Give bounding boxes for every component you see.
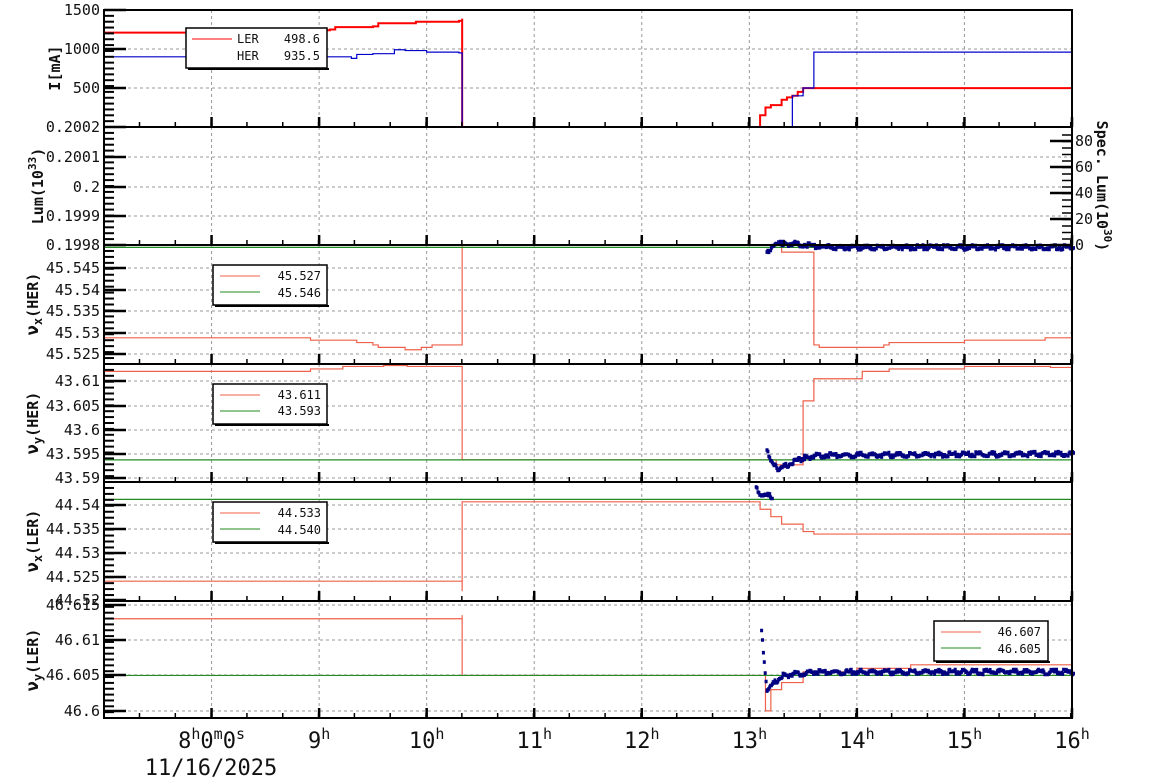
svg-text:11h: 11h [516,725,552,754]
data-series [104,18,1075,712]
svg-text:12h: 12h [624,725,660,754]
svg-text:46.615: 46.615 [46,596,100,614]
svg-text:44.52: 44.52 [55,591,100,609]
panel-nuy-her-ylabel: νy(HER) [23,392,45,455]
legend-her-value: 935.5 [284,49,320,63]
legend-nuy-ler-target: 46.605 [998,642,1041,656]
svg-text:16h: 16h [1054,725,1090,754]
svg-text:43.605: 43.605 [46,397,100,415]
svg-text:43.6: 43.6 [64,421,100,439]
svg-text:44.525: 44.525 [46,568,100,586]
svg-text:14h: 14h [839,725,875,754]
panel-current-ylabel: I[mA] [46,45,64,90]
legend-ler-value: 498.6 [284,32,320,46]
legend-nux-her-set: 45.527 [278,269,321,283]
svg-text:45.525: 45.525 [46,345,100,363]
legend-ler-name: LER [237,32,259,46]
svg-text:45.545: 45.545 [46,259,100,277]
legend-nuy-her-set: 43.611 [278,388,321,402]
panel-nux-ler-ylabel: νx(LER) [23,510,45,573]
legend-nux-ler: 44.533 44.540 [212,501,329,544]
axis-ticks [104,8,1074,718]
svg-text:0: 0 [1075,236,1084,254]
svg-text:43.61: 43.61 [55,372,100,390]
legend-nuy-ler: 46.607 46.605 [933,620,1050,663]
svg-text:500: 500 [73,79,100,97]
svg-text:60: 60 [1075,158,1093,176]
legend-nux-ler-set: 44.533 [278,506,321,520]
svg-text:0.1999: 0.1999 [46,207,100,225]
svg-text:45.535: 45.535 [46,302,100,320]
svg-text:45.53: 45.53 [55,324,100,342]
legend-nux-ler-target: 44.540 [278,523,321,537]
legend-current: LER 498.6 HER 935.5 [185,27,329,70]
svg-text:46.6: 46.6 [64,702,100,720]
legend-nuy-ler-set: 46.607 [998,625,1041,639]
svg-text:44.53: 44.53 [55,544,100,562]
panel-nuy-ler-ylabel: νy(LER) [23,629,45,692]
svg-text:15h: 15h [947,725,983,754]
svg-text:80: 80 [1075,132,1093,150]
legend-nux-her-target: 45.546 [278,286,321,300]
grid-lines [104,10,1073,718]
svg-text:43.595: 43.595 [46,445,100,463]
svg-text:13h: 13h [732,725,768,754]
svg-text:1000: 1000 [64,40,100,58]
svg-text:0.2002: 0.2002 [46,118,100,136]
legend-her-name: HER [237,49,259,63]
svg-text:43.59: 43.59 [55,469,100,487]
x-axis-labels: 8h0m0s 9h 10h 11h 12h 13h 14h 15h 16h [178,725,1090,754]
x-axis-date: 11/16/2025 [145,756,277,781]
svg-text:0.2001: 0.2001 [46,148,100,166]
svg-text:46.61: 46.61 [55,631,100,649]
svg-text:20: 20 [1075,210,1093,228]
svg-text:44.54: 44.54 [55,496,100,514]
panel-nux-her-ylabel: νx(HER) [23,273,45,336]
svg-text:0.1998: 0.1998 [46,236,100,254]
svg-text:10h: 10h [409,725,445,754]
legend-nux-her: 45.527 45.546 [212,264,329,307]
legend-nuy-her-target: 43.593 [278,404,321,418]
svg-text:44.535: 44.535 [46,520,100,538]
svg-text:46.605: 46.605 [46,666,100,684]
panel-luminosity-right-ylabel: Spec. Lum(1030) [1093,121,1114,252]
tick-labels: 1500 1000 500 0.2002 0.2001 0.2 0.1999 0.1998 80… [46,1,1093,720]
svg-text:40: 40 [1075,184,1093,202]
legend-nuy-her: 43.611 43.593 [212,383,329,426]
panel-luminosity-ylabel: Lum(1033) [26,148,47,224]
svg-text:8h0m0s: 8h0m0s [178,725,245,754]
svg-text:0.2: 0.2 [73,178,100,196]
svg-text:1500: 1500 [64,1,100,19]
svg-text:45.54: 45.54 [55,281,100,299]
svg-text:9h: 9h [308,725,330,754]
